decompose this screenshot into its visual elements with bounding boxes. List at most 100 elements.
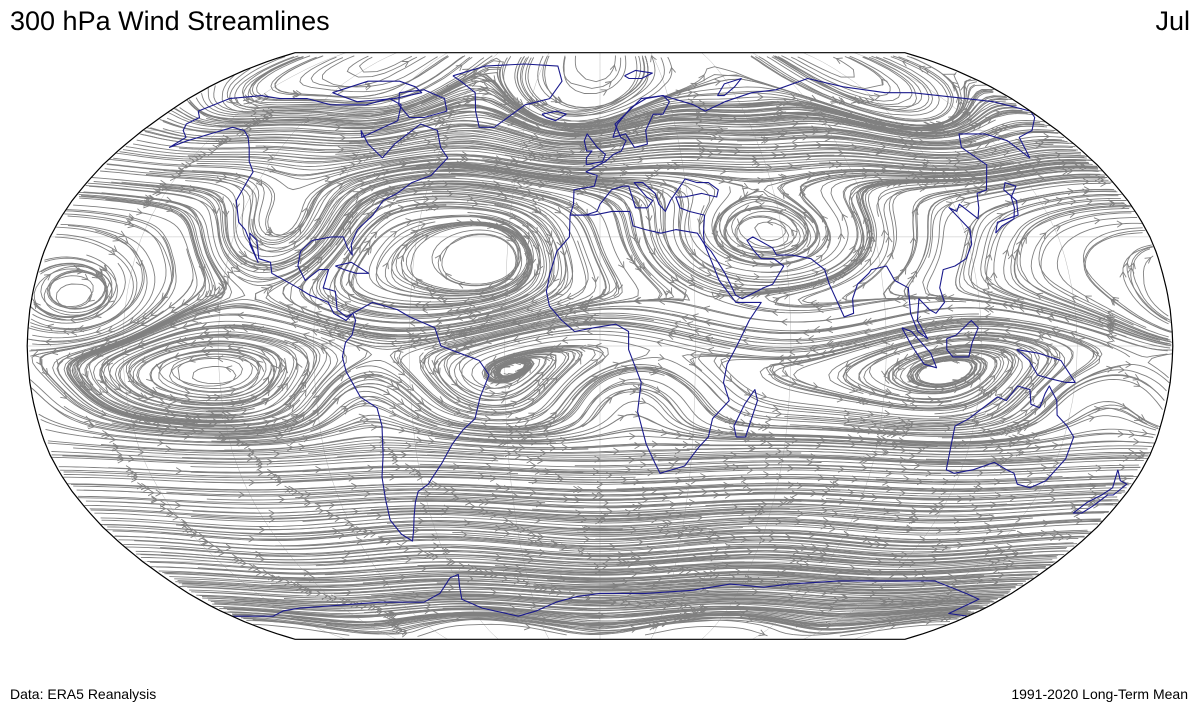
streamline-arrow — [952, 386, 960, 394]
streamline-arrow — [407, 384, 415, 392]
streamline-arrow — [431, 533, 439, 541]
streamline-arrow — [1118, 365, 1126, 374]
streamline-arrow — [100, 264, 108, 272]
streamline-arrow — [873, 171, 880, 179]
streamline — [752, 491, 1126, 499]
baffin-coast — [398, 89, 448, 119]
streamline-arrow — [250, 120, 257, 128]
streamline-arrow — [653, 386, 661, 393]
streamline-arrow — [448, 108, 456, 116]
britain-coast — [583, 133, 606, 166]
streamline-arrow — [255, 179, 263, 187]
streamline-arrow — [535, 500, 543, 508]
streamline-arrow — [315, 466, 322, 474]
streamline-arrow — [1007, 253, 1016, 261]
streamline — [527, 56, 638, 112]
streamline-arrow — [110, 245, 118, 252]
streamline-arrow — [355, 526, 363, 534]
streamline-arrow — [226, 96, 234, 104]
streamline-arrow — [988, 374, 996, 382]
streamline-arrow — [690, 553, 698, 561]
streamline-arrow — [155, 188, 163, 197]
streamline-arrow — [653, 169, 661, 177]
streamline-arrow — [909, 293, 917, 301]
streamline-arrow — [70, 328, 78, 336]
streamline-arrow — [472, 565, 480, 573]
streamline-arrow — [820, 105, 828, 113]
antarctica-coast — [232, 573, 980, 617]
streamline — [63, 471, 636, 479]
streamline-arrow — [808, 344, 816, 352]
streamline-arrow — [802, 133, 810, 141]
streamline — [1130, 246, 1171, 323]
streamline-arrow — [923, 324, 931, 332]
streamline — [136, 341, 288, 412]
streamline-arrow — [1002, 149, 1010, 157]
streamline-arrow — [245, 121, 253, 129]
streamline-arrow — [354, 601, 362, 609]
streamline-arrow — [973, 419, 981, 427]
streamline — [720, 340, 1033, 417]
streamline-arrow — [200, 346, 208, 354]
streamline-arrow — [489, 389, 496, 397]
streamline — [93, 176, 456, 271]
streamline-arrow — [389, 410, 397, 417]
streamline-arrow — [296, 257, 304, 265]
streamline — [253, 623, 350, 636]
streamline-arrow — [400, 630, 408, 638]
streamline-arrow — [272, 364, 279, 372]
streamline-arrow — [302, 371, 309, 379]
streamline-arrow — [116, 451, 123, 459]
streamline-arrow — [375, 512, 383, 520]
streamline-arrow — [947, 316, 955, 324]
streamline-arrow — [364, 239, 371, 247]
streamline — [777, 55, 901, 102]
streamline-arrow — [114, 383, 122, 391]
streamline-arrow — [1038, 174, 1046, 183]
streamline — [29, 223, 156, 342]
streamline-arrow — [483, 66, 490, 74]
streamline-arrow — [433, 119, 441, 127]
streamline-arrow — [446, 558, 454, 566]
streamline-arrow — [874, 535, 882, 543]
streamline-arrow — [811, 270, 819, 277]
streamline-arrow — [545, 230, 553, 238]
streamline-arrow — [266, 458, 274, 466]
streamline — [765, 482, 1129, 490]
streamline-arrow — [392, 618, 400, 626]
streamline-arrow — [1133, 438, 1140, 446]
streamline — [892, 347, 1023, 419]
streamline-arrow — [152, 188, 160, 196]
streamline-arrow — [675, 431, 683, 439]
streamline — [30, 236, 134, 332]
streamline-arrow — [996, 134, 1004, 142]
streamline-arrow — [617, 414, 625, 422]
streamline — [1019, 206, 1169, 341]
streamline-arrow — [497, 189, 505, 197]
streamline-arrow — [202, 306, 211, 314]
streamline-arrow — [713, 491, 720, 499]
streamline — [84, 313, 473, 421]
streamline-arrow — [336, 331, 344, 339]
streamline — [483, 383, 1048, 443]
streamline — [33, 264, 109, 319]
streamline-arrow — [267, 573, 275, 581]
streamline-arrow — [534, 335, 542, 343]
streamline-arrow — [494, 378, 502, 387]
streamline-arrow — [285, 304, 294, 311]
streamline — [784, 476, 1137, 483]
streamline-arrow — [749, 444, 757, 452]
streamline-arrow — [258, 526, 266, 534]
streamline — [399, 312, 871, 416]
streamline — [448, 327, 731, 401]
streamline-arrow — [111, 341, 119, 348]
streamline-arrow — [791, 244, 799, 251]
streamline — [99, 325, 332, 428]
streamline-arrow — [491, 360, 499, 367]
streamline — [637, 578, 1029, 586]
streamline — [241, 55, 473, 107]
streamline-arrow — [689, 351, 697, 359]
streamline-arrow — [539, 548, 546, 557]
streamline-arrow — [633, 198, 641, 206]
streamline-arrow — [707, 346, 715, 355]
